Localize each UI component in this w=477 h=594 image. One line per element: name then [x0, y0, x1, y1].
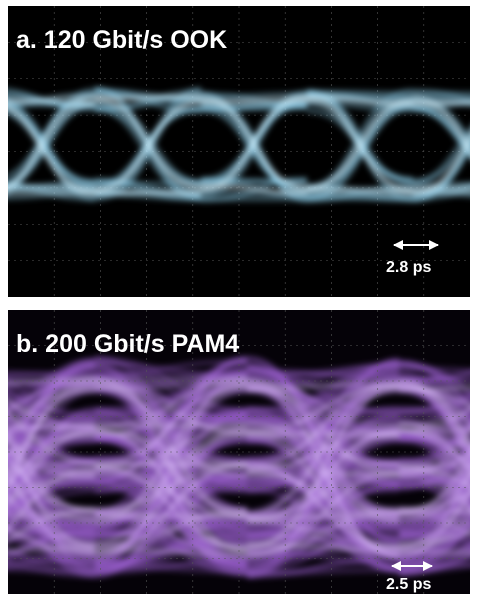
- eye-trace: [95, 551, 247, 552]
- eye-trace: [413, 186, 477, 187]
- eye-trace: [0, 187, 95, 188]
- eye-trace: [95, 563, 247, 564]
- figure: a. 120 Gbit/s OOK 2.8 ps b. 200 Gbit/s P…: [0, 0, 477, 594]
- eye-trace: [413, 191, 477, 192]
- eye-trace: [307, 190, 413, 191]
- eye-trace: [201, 181, 307, 182]
- eye-trace: [399, 550, 477, 551]
- eye-trace: [0, 193, 95, 194]
- eye-diagram-b: [0, 358, 477, 576]
- panel-label: a. 120 Gbit/s OOK: [16, 26, 227, 54]
- panel-label: b. 200 Gbit/s PAM4: [16, 330, 239, 358]
- page: a. 120 Gbit/s OOK 2.8 ps b. 200 Gbit/s P…: [0, 0, 477, 594]
- eye-trace: [413, 184, 477, 185]
- scale-label: 2.5 ps: [386, 576, 431, 593]
- scale-label: 2.8 ps: [386, 259, 431, 276]
